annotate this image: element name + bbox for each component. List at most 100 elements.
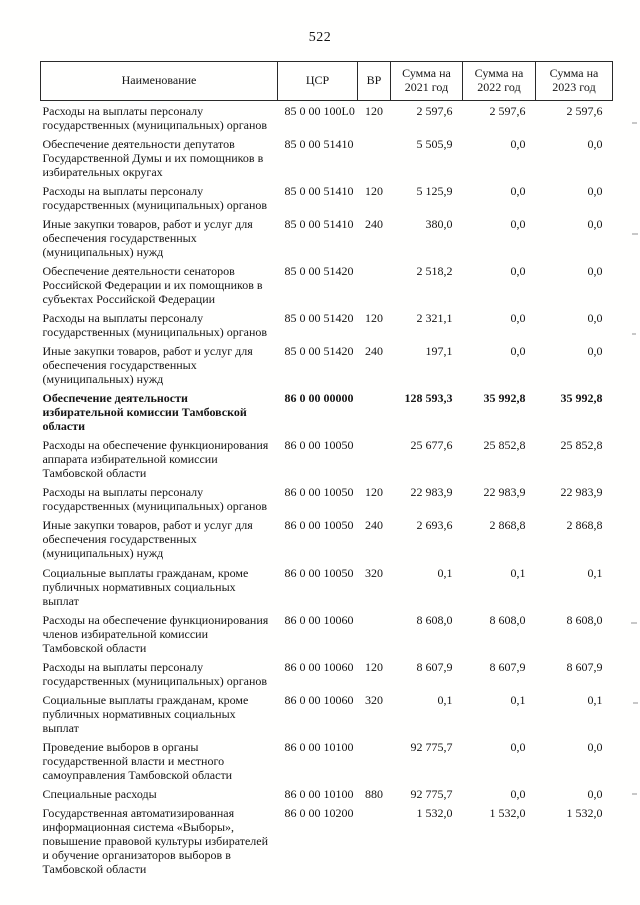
column-header-2021: Сумма на 2021 год (390, 61, 463, 101)
cell-name: Расходы на выплаты персоналу государстве… (42, 485, 268, 514)
column-header-2022: Сумма на 2022 год (462, 61, 536, 101)
cell-csr-code: 86 0 00 10050 (284, 565, 354, 580)
scan-artifact (632, 122, 637, 124)
cell-sum-2021: 0,1 (437, 692, 453, 707)
cell-name: Расходы на обеспечение функционирования … (42, 438, 269, 481)
cell-vr-code: 120 (365, 485, 383, 500)
cell-sum-2023: 0,0 (587, 311, 603, 325)
table-row: Специальные расходы 86 0 00 10100 880 92… (41, 784, 613, 803)
budget-table: Наименование ЦСР ВР Сумма на 2021 год Су… (40, 61, 613, 878)
table-row: Социальные выплаты гражданам, кроме публ… (41, 563, 613, 610)
cell-vr-code: 320 (365, 692, 383, 707)
cell-name: Расходы на обеспечение функционирования … (42, 612, 269, 655)
page-number: 522 (308, 30, 332, 45)
cell-sum-2022: 0,0 (510, 136, 526, 151)
cell-sum-2022: 0,0 (510, 739, 526, 754)
cell-sum-2023: 35 992,8 (560, 391, 603, 406)
cell-sum-2021: 380,0 (425, 216, 453, 231)
cell-name: Иные закупки товаров, работ и услуг для … (42, 518, 253, 561)
cell-sum-2021: 8 607,9 (416, 659, 453, 674)
cell-sum-2023: 25 852,8 (560, 438, 603, 453)
table-row: Обеспечение деятельности депутатов Госуд… (41, 134, 613, 181)
cell-sum-2021: 1 532,0 (416, 805, 453, 820)
column-header-csr: ЦСР (277, 61, 358, 101)
cell-sum-2023: 0,0 (587, 216, 603, 231)
cell-vr-code (358, 610, 391, 657)
cell-name: Обеспечение деятельности депутатов Госуд… (42, 136, 264, 179)
cell-csr-code: 85 0 00 51410 (284, 183, 354, 198)
cell-sum-2021: 8 608,0 (416, 612, 453, 627)
cell-sum-2023: 0,1 (587, 692, 603, 707)
table-row: Расходы на выплаты персоналу государстве… (41, 482, 613, 515)
cell-sum-2021: 2 597,6 (416, 103, 453, 118)
cell-sum-2022: 0,1 (510, 692, 526, 707)
cell-vr-code (358, 803, 391, 878)
cell-csr-code: 86 0 00 10060 (284, 692, 354, 707)
cell-sum-2023: 8 607,9 (566, 659, 603, 674)
cell-sum-2023: 0,0 (587, 183, 603, 198)
cell-sum-2023: 1 532,0 (566, 805, 603, 820)
cell-vr-code (358, 737, 391, 784)
table-row: Иные закупки товаров, работ и услуг для … (41, 341, 613, 388)
cell-sum-2021: 0,1 (437, 565, 453, 580)
column-header-name: Наименование (40, 61, 278, 101)
scan-artifact (632, 233, 638, 235)
cell-name: Расходы на выплаты персоналу государстве… (42, 103, 268, 132)
cell-csr-code: 86 0 00 10050 (284, 438, 354, 453)
table-row: Расходы на обеспечение функционирования … (41, 435, 613, 482)
cell-sum-2023: 0,1 (587, 565, 603, 580)
cell-csr-code: 85 0 00 51420 (284, 263, 354, 278)
cell-csr-code: 86 0 00 10200 (284, 805, 354, 820)
cell-sum-2023: 0,0 (587, 739, 603, 754)
cell-name: Расходы на выплаты персоналу государстве… (42, 183, 268, 212)
cell-csr-code: 85 0 00 51420 (284, 311, 354, 325)
cell-name: Иные закупки товаров, работ и услуг для … (42, 216, 253, 259)
cell-vr-code: 880 (365, 786, 383, 801)
cell-vr-code (358, 388, 391, 435)
cell-sum-2021: 22 983,9 (410, 485, 453, 500)
cell-sum-2022: 1 532,0 (489, 805, 526, 820)
cell-sum-2022: 0,0 (510, 344, 526, 359)
cell-sum-2022: 8 607,9 (489, 659, 526, 674)
cell-sum-2023: 22 983,9 (560, 485, 603, 500)
cell-csr-code: 86 0 00 10100 (284, 786, 354, 801)
cell-vr-code: 120 (365, 103, 383, 118)
cell-sum-2022: 8 608,0 (489, 612, 526, 627)
table-row: Расходы на выплаты персоналу государстве… (41, 308, 613, 341)
cell-csr-code: 86 0 00 10050 (284, 518, 354, 533)
cell-name: Проведение выборов в органы государствен… (42, 739, 233, 782)
table-row: Расходы на выплаты персоналу государстве… (41, 181, 613, 214)
table-row: Иные закупки товаров, работ и услуг для … (41, 214, 613, 261)
cell-sum-2021: 197,1 (425, 344, 453, 359)
cell-vr-code: 120 (365, 311, 383, 325)
cell-vr-code: 240 (365, 344, 383, 359)
cell-sum-2023: 0,0 (587, 136, 603, 151)
cell-sum-2022: 35 992,8 (483, 391, 526, 406)
cell-vr-code: 240 (365, 518, 383, 533)
cell-sum-2022: 0,0 (510, 786, 526, 801)
cell-name: Иные закупки товаров, работ и услуг для … (42, 344, 253, 387)
cell-sum-2021: 2 321,1 (416, 311, 453, 325)
column-header-vr: ВР (357, 61, 391, 101)
cell-csr-code: 86 0 00 00000 (284, 391, 354, 406)
cell-sum-2022: 2 597,6 (489, 103, 526, 118)
table-row: Расходы на обеспечение функционирования … (41, 610, 613, 657)
cell-sum-2022: 25 852,8 (483, 438, 526, 453)
cell-csr-code: 85 0 00 51420 (284, 344, 354, 359)
budget-table-body: Расходы на выплаты персоналу государстве… (41, 100, 613, 878)
cell-name: Расходы на выплаты персоналу государстве… (42, 311, 268, 340)
table-row: Обеспечение деятельности сенаторов Росси… (41, 261, 613, 308)
cell-vr-code: 120 (365, 183, 383, 198)
cell-sum-2022: 0,0 (510, 216, 526, 231)
cell-name: Специальные расходы (42, 786, 157, 801)
cell-sum-2021: 5 505,9 (416, 136, 453, 151)
cell-sum-2021: 2 518,2 (416, 263, 453, 278)
cell-csr-code: 86 0 00 10060 (284, 659, 354, 674)
cell-sum-2021: 5 125,9 (416, 183, 453, 198)
cell-vr-code: 320 (365, 565, 383, 580)
cell-sum-2021: 92 775,7 (410, 786, 453, 801)
cell-sum-2022: 2 868,8 (489, 518, 526, 533)
cell-csr-code: 85 0 00 100L0 (284, 103, 355, 118)
cell-sum-2021: 92 775,7 (410, 739, 453, 754)
